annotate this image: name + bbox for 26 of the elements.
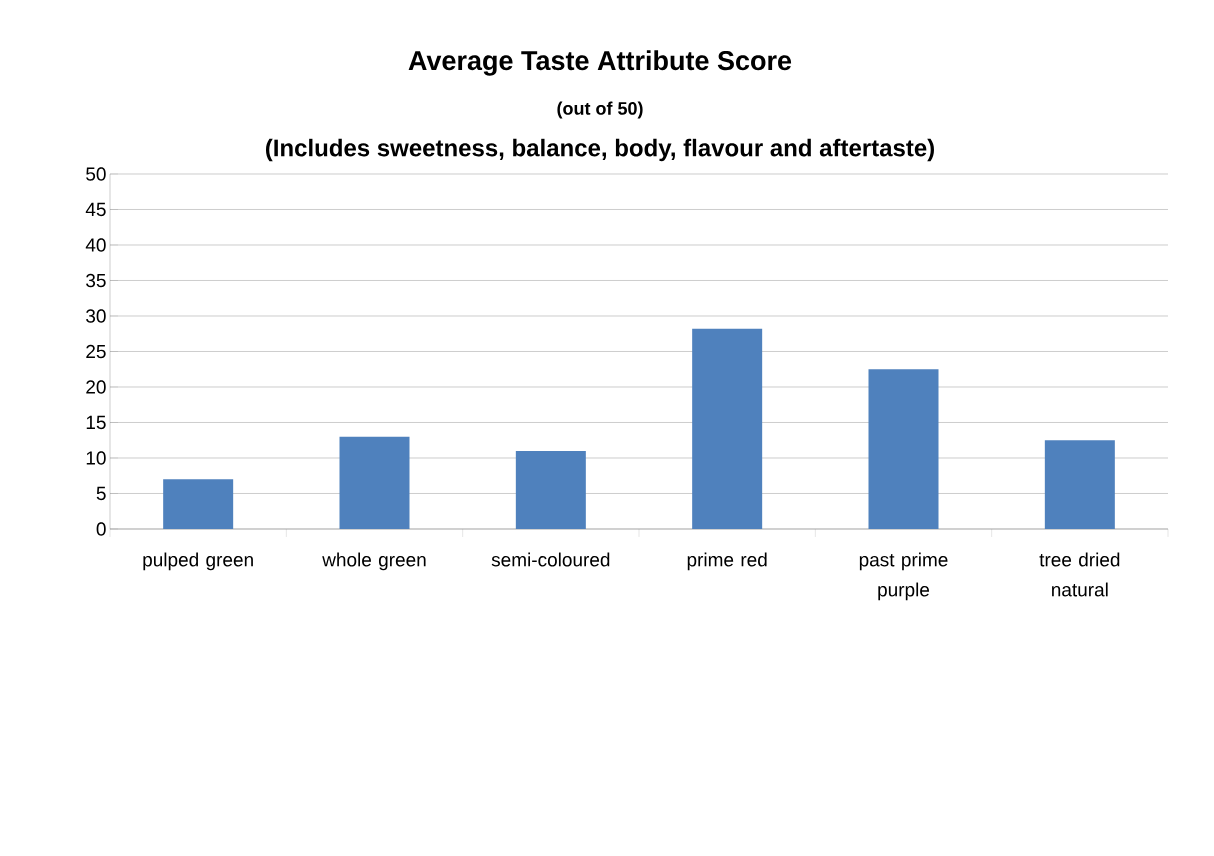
y-tick-label: 30 (86, 309, 106, 323)
y-tick-label: 10 (86, 451, 106, 465)
x-tick-label: pulped green (143, 552, 253, 571)
y-tick-label: 15 (86, 415, 106, 430)
y-tick-label: 0 (96, 522, 106, 536)
y-tick-label: 45 (85, 202, 106, 217)
chart-title: Average Taste Attribute Score (408, 50, 792, 76)
y-tick-label: 35 (86, 273, 106, 288)
bar (692, 328, 763, 529)
x-tick-label: past prime purple (859, 552, 948, 601)
x-tick-label: whole green (322, 552, 426, 571)
x-tick-label: tree dried natural (1039, 552, 1120, 597)
bar (163, 479, 234, 529)
x-tick-label: prime red (687, 552, 767, 571)
text: (Includes sweetness, balance, body, flavour and aftertaste) (265, 138, 934, 162)
chart-subtitle: (out of 50) (557, 101, 643, 119)
bar (868, 369, 939, 529)
y-tick-label: 50 (86, 167, 106, 181)
y-tick-label: 25 (86, 344, 106, 359)
x-tick-label: semi-coloured (491, 552, 610, 567)
y-tick-label: 40 (85, 238, 106, 252)
y-tick-label: 20 (86, 380, 106, 394)
bar (339, 436, 410, 529)
bar (1044, 440, 1115, 529)
y-tick-label: 5 (96, 486, 106, 501)
bar (515, 450, 586, 529)
